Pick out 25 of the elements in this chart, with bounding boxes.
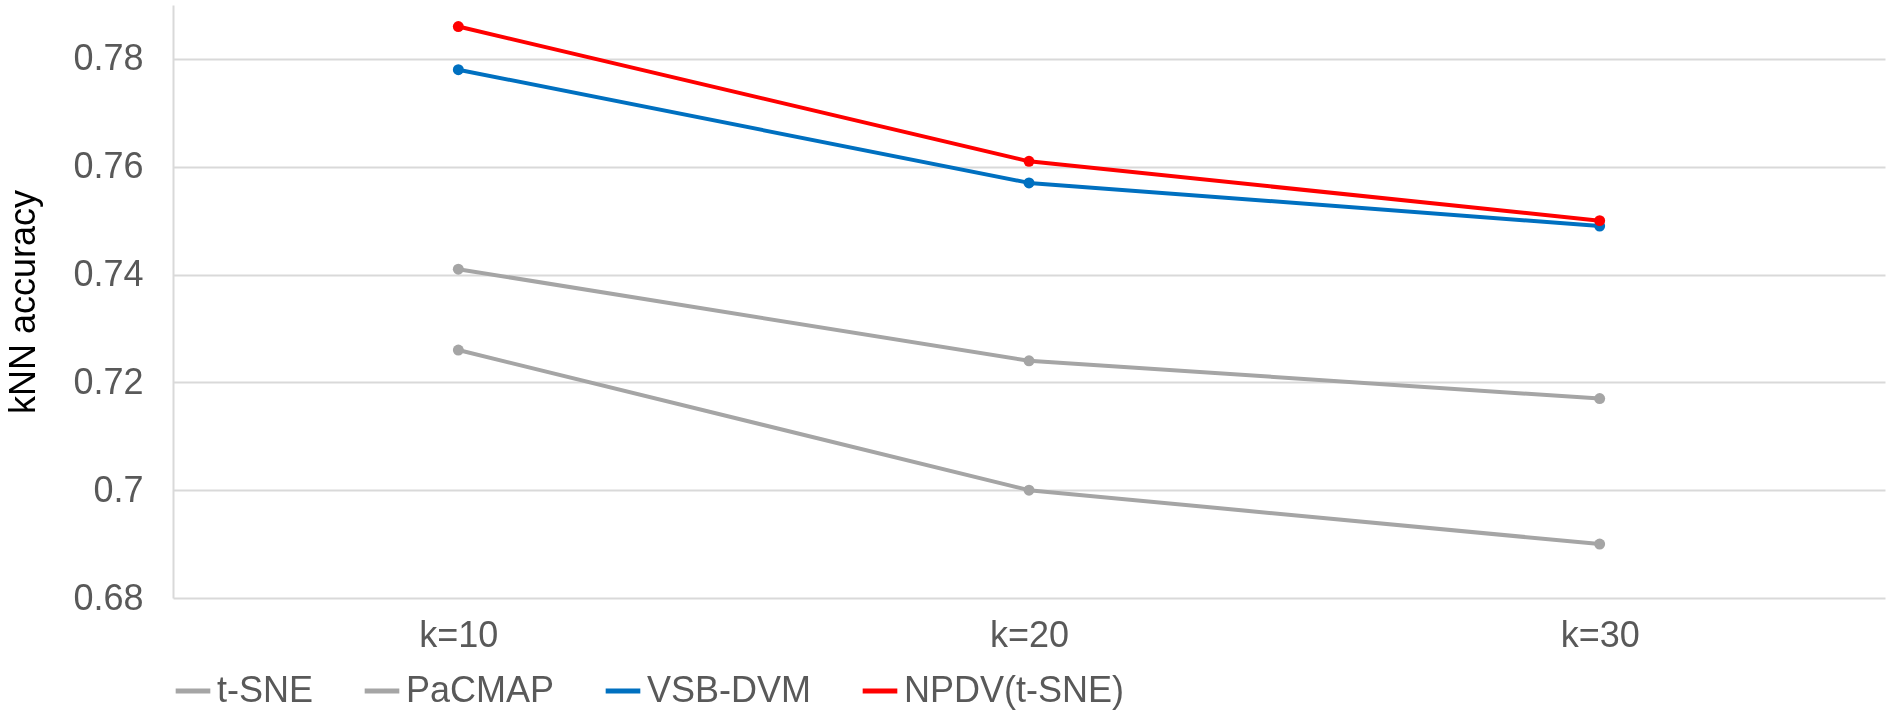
- y-tick-label: 0.68: [73, 576, 144, 618]
- y-tick-label: 0.76: [73, 145, 144, 187]
- y-tick-label: 0.74: [73, 253, 144, 295]
- x-tick-label: k=10: [419, 613, 499, 655]
- legend-label: PaCMAP: [406, 669, 555, 710]
- legend-label: VSB-DVM: [647, 669, 812, 710]
- point: [1023, 177, 1035, 189]
- point: [1023, 484, 1035, 496]
- legend-label: NPDV(t-SNE): [904, 669, 1125, 710]
- point: [452, 21, 464, 33]
- x-tick-label: k=20: [989, 613, 1070, 655]
- y-tick-label: 0.72: [73, 360, 144, 402]
- point: [1023, 355, 1035, 367]
- y-tick-label: 0.7: [93, 468, 144, 510]
- point: [1023, 155, 1035, 167]
- y-axis-title: kNN accuracy: [2, 189, 44, 415]
- y-tick-label: 0.78: [73, 37, 144, 79]
- point: [1594, 538, 1606, 550]
- legend-label: t-SNE: [217, 669, 314, 710]
- point: [1594, 393, 1606, 404]
- x-tick-label: k=30: [1560, 613, 1640, 655]
- point: [452, 64, 464, 76]
- point: [452, 263, 464, 275]
- point: [1594, 215, 1606, 227]
- point: [452, 344, 464, 356]
